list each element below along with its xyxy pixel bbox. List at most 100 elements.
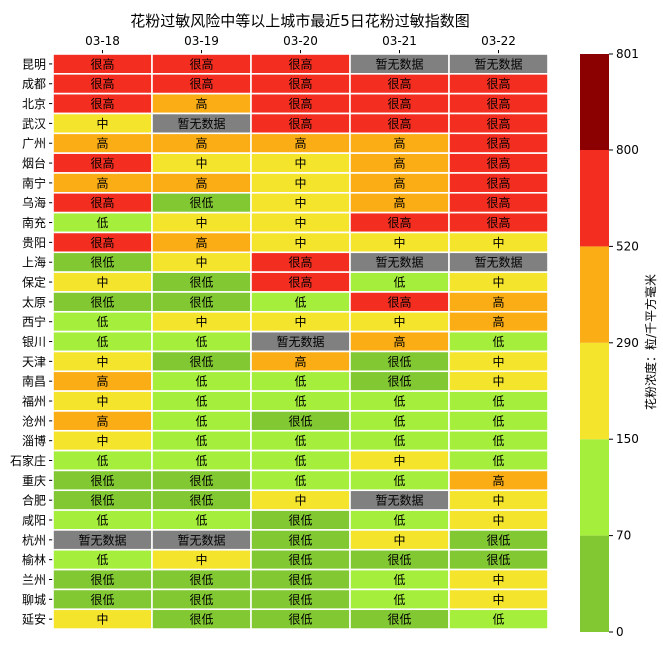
- y-tick-label: 榆林: [22, 552, 46, 567]
- y-tick-label: 成都: [22, 77, 46, 91]
- cell-label: 很高: [288, 56, 312, 71]
- y-tick-label: 咸阳: [22, 514, 46, 528]
- cell-label: 中: [195, 255, 207, 270]
- cell-label: 很低: [387, 375, 411, 389]
- y-tick-label: 乌海: [22, 195, 46, 210]
- y-tick-label: 南宁: [22, 175, 46, 190]
- cell-label: 中: [294, 215, 306, 230]
- cell-label: 低: [195, 514, 207, 528]
- cell-label: 很高: [288, 96, 312, 111]
- x-tick-label: 03-19: [184, 34, 219, 48]
- y-tick-label: 银川: [22, 335, 46, 349]
- cell-label: 很高: [486, 96, 510, 111]
- cell-label: 很高: [288, 275, 312, 290]
- cell-label: 很高: [486, 156, 510, 171]
- cell-label: 高: [96, 175, 108, 190]
- cell-label: 低: [294, 434, 306, 448]
- cell-label: 中: [195, 552, 207, 567]
- cell-label: 低: [393, 474, 405, 488]
- cell-label: 中: [96, 116, 108, 131]
- cell-label: 高: [294, 354, 306, 369]
- cell-label: 很高: [189, 56, 213, 71]
- cell-label: 中: [294, 195, 306, 210]
- cell-label: 低: [492, 414, 504, 428]
- cell-label: 低: [195, 454, 207, 468]
- cell-label: 高: [492, 294, 504, 309]
- cell-label: 中: [195, 215, 207, 230]
- cell-label: 高: [195, 136, 207, 151]
- cell-label: 很高: [387, 294, 411, 309]
- y-tick-label: 西宁: [22, 314, 46, 329]
- cell-label: 低: [294, 295, 306, 309]
- cell-label: 很低: [90, 295, 114, 309]
- cell-label: 中: [492, 374, 504, 389]
- cell-label: 低: [195, 395, 207, 409]
- cell-label: 暂无数据: [474, 56, 522, 71]
- cell-label: 低: [393, 434, 405, 448]
- cell-label: 很高: [387, 116, 411, 131]
- cell-label: 很低: [486, 533, 510, 547]
- colorbar-band: [580, 54, 609, 150]
- cell-label: 高: [294, 136, 306, 151]
- cell-label: 中: [393, 314, 405, 329]
- cell-label: 中: [96, 612, 108, 627]
- cell-label: 很高: [288, 255, 312, 270]
- cell-label: 低: [195, 414, 207, 428]
- y-tick-label: 杭州: [22, 532, 46, 547]
- y-tick-label: 烟台: [22, 156, 46, 171]
- cell-label: 很低: [189, 295, 213, 309]
- x-tick-label: 03-21: [382, 34, 417, 48]
- cell-label: 很低: [387, 355, 411, 369]
- cell-label: 低: [96, 454, 108, 468]
- cell-label: 低: [294, 375, 306, 389]
- y-tick-label: 合肥: [22, 493, 46, 508]
- cell-label: 中: [96, 394, 108, 409]
- cell-label: 很高: [486, 215, 510, 230]
- cell-label: 很低: [486, 553, 510, 567]
- cell-label: 很低: [189, 494, 213, 508]
- y-tick-label: 太原: [22, 294, 46, 309]
- cell-label: 很低: [189, 276, 213, 290]
- y-tick-label: 武汉: [22, 117, 46, 131]
- cell-label: 高: [393, 334, 405, 349]
- cell-label: 暂无数据: [177, 116, 225, 131]
- cell-label: 很高: [90, 56, 114, 71]
- cell-label: 中: [492, 513, 504, 528]
- cell-label: 很低: [288, 573, 312, 587]
- cell-label: 高: [96, 413, 108, 428]
- colorbar-band: [580, 535, 609, 632]
- cell-label: 很低: [387, 553, 411, 567]
- colorbar-tick-label: 70: [616, 529, 631, 543]
- cell-label: 很高: [486, 116, 510, 131]
- cell-label: 低: [393, 414, 405, 428]
- cell-label: 很低: [288, 533, 312, 547]
- cell-label: 很低: [288, 414, 312, 428]
- cell-label: 低: [96, 315, 108, 329]
- cell-label: 很低: [189, 474, 213, 488]
- cell-label: 低: [393, 573, 405, 587]
- cell-label: 中: [96, 354, 108, 369]
- cell-label: 中: [195, 314, 207, 329]
- cell-label: 暂无数据: [375, 255, 423, 270]
- cell-label: 低: [96, 553, 108, 567]
- y-tick-label: 延安: [22, 612, 46, 627]
- cell-label: 很高: [387, 76, 411, 91]
- y-tick-label: 重庆: [22, 474, 46, 488]
- cell-label: 低: [393, 395, 405, 409]
- cell-label: 中: [492, 354, 504, 369]
- cell-label: 高: [195, 96, 207, 111]
- y-tick-label: 上海: [22, 255, 46, 270]
- cell-label: 暂无数据: [177, 532, 225, 547]
- y-tick-label: 南充: [22, 215, 46, 230]
- y-tick-label: 沧州: [22, 413, 46, 428]
- cell-label: 低: [96, 514, 108, 528]
- cell-label: 暂无数据: [375, 56, 423, 71]
- cell-label: 很低: [189, 613, 213, 627]
- y-tick-label: 南昌: [22, 374, 46, 389]
- cell-label: 高: [195, 235, 207, 250]
- cell-label: 低: [492, 613, 504, 627]
- cell-label: 很低: [387, 613, 411, 627]
- cell-label: 很低: [90, 573, 114, 587]
- cell-label: 很高: [90, 96, 114, 111]
